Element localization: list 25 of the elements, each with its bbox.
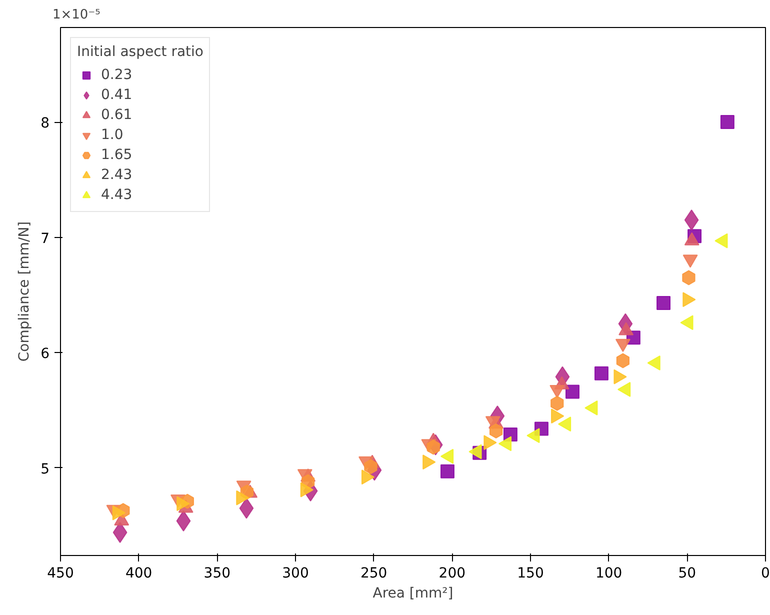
x-tick-label: 150 (517, 566, 544, 582)
y-tick-label: 5 (40, 461, 50, 478)
x-tick-label: 250 (360, 566, 388, 582)
x-tick-label: 200 (438, 566, 466, 582)
x-tick-label: 0 (761, 566, 770, 582)
legend-label: 0.61 (101, 107, 132, 123)
legend-label: 1.0 (101, 127, 124, 143)
x-axis-title: Area [mm²] (372, 586, 454, 602)
x-tick-label: 50 (678, 566, 696, 582)
y-tick-label: 6 (40, 346, 50, 362)
legend-label: 0.23 (101, 67, 132, 83)
x-tick-label: 100 (595, 566, 622, 582)
x-tick-label: 300 (282, 566, 309, 582)
x-tick-label: 400 (125, 566, 152, 582)
legend-label: 1.65 (101, 147, 132, 163)
y-axis-title: Compliance [mm/N] (16, 221, 33, 362)
legend-label: 4.43 (101, 187, 132, 203)
text: 1×10⁻⁵ (52, 8, 100, 22)
legend-title: Initial aspect ratio (77, 44, 204, 60)
legend-label: 2.43 (101, 167, 132, 183)
y-tick-label: 7 (40, 230, 50, 247)
x-tick-label: 350 (204, 566, 231, 582)
legend-label: 0.41 (101, 87, 132, 103)
y-tick-label: 8 (40, 116, 50, 132)
x-tick-label: 450 (47, 566, 74, 582)
